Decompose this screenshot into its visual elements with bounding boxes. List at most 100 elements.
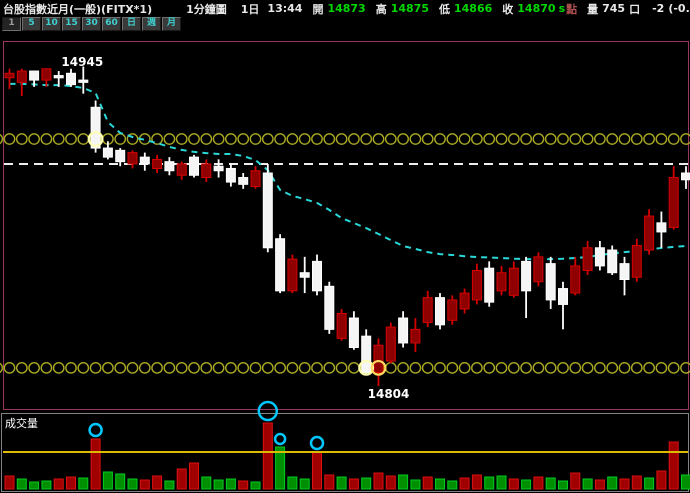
period-button-月[interactable]: 月 [162, 17, 181, 31]
period-button-30[interactable]: 30 [82, 17, 101, 31]
lower-band-circle [65, 361, 77, 374]
lower-band-circle [323, 361, 336, 374]
candle-body [533, 256, 544, 283]
volume-bar [250, 481, 261, 490]
volume-bar [668, 441, 679, 490]
volume-spike-circle [88, 422, 103, 438]
candle-body [373, 344, 384, 373]
upper-band-circle [0, 133, 4, 145]
candle-body [152, 158, 163, 169]
lower-band-circle [667, 361, 680, 374]
upper-band-circle [397, 133, 409, 145]
volume-bar [336, 476, 347, 490]
volume-bar [558, 480, 568, 490]
upper-band-circle [495, 133, 508, 145]
upper-band-circle [581, 133, 594, 145]
candle-body [521, 260, 532, 292]
volume-bar [238, 480, 249, 490]
lower-band-circle [3, 361, 16, 374]
upper-band-circle [311, 133, 323, 145]
candle-body [619, 263, 630, 281]
upper-band-circle [175, 133, 188, 145]
volume-bar [459, 477, 470, 490]
upper-band-signal-circle [87, 131, 104, 147]
volume-bar [127, 478, 138, 490]
upper-band-circle [360, 133, 373, 145]
candle-body [238, 177, 249, 185]
lower-band-circle [274, 361, 286, 374]
period-toolbar: 1 5 10 15 30 60 日週月 [0, 17, 690, 32]
volume-bar [139, 479, 150, 490]
period-button-週[interactable]: 週 [142, 17, 161, 31]
lower-band-circle [212, 361, 225, 374]
lower-band-circle [397, 361, 409, 374]
lower-band-circle [630, 361, 643, 374]
low-value: 14866 [454, 2, 493, 15]
upper-band-circle [507, 133, 520, 145]
upper-band-circle [52, 133, 65, 145]
period-button-日[interactable]: 日 [122, 17, 141, 31]
volume-bar [299, 478, 310, 490]
low-label: 低 [439, 2, 450, 16]
upper-band-circle [606, 133, 619, 145]
candle-body [422, 297, 433, 324]
lower-band-circle [163, 361, 176, 374]
volume-bar [348, 478, 359, 490]
lower-band-circle [249, 361, 262, 374]
candle-body [29, 70, 40, 81]
point-label: 點 [566, 2, 578, 16]
candle-body [484, 267, 495, 303]
volume-bar [447, 480, 458, 490]
candle-body [385, 326, 396, 362]
volume-bar [53, 478, 64, 490]
lower-band-circle [680, 361, 690, 374]
volume-bar [656, 470, 667, 490]
volume-bar [496, 475, 507, 490]
candle-body [656, 222, 667, 233]
candle-body [324, 285, 335, 330]
upper-band-circle [237, 133, 250, 145]
candle-body [53, 75, 64, 79]
period-button-15[interactable]: 15 [62, 17, 81, 31]
candle-body [644, 215, 655, 251]
info-bar: 台股指數近月(一般)(FITX*1) 1分鐘圖 1日 13:44 開 14873… [0, 0, 690, 17]
upper-band-circle [298, 133, 311, 145]
upper-band-circle [470, 133, 483, 145]
candle-body [668, 177, 679, 228]
lower-band-circle [594, 361, 606, 374]
lower-band-circle [483, 361, 496, 374]
volume-bar [582, 478, 593, 490]
period-button-1[interactable]: 1 [2, 17, 21, 31]
upper-band-circle [434, 133, 446, 145]
candle-body [225, 167, 236, 183]
lower-band-signal-circle [370, 359, 387, 376]
upper-band-circle [421, 133, 434, 145]
volume-bar [410, 479, 421, 490]
upper-band-circle [224, 133, 237, 145]
period-button-5[interactable]: 5 [22, 17, 41, 31]
volume-spike-circle [309, 435, 325, 451]
volume-bar [115, 473, 126, 490]
volume-bar [16, 478, 27, 490]
lower-band-circle [224, 361, 237, 374]
volume-bar [262, 422, 273, 490]
volume-bar [398, 474, 409, 490]
lower-band-circle [446, 361, 459, 374]
candle-body [336, 312, 347, 339]
upper-band-circle [372, 133, 385, 145]
candle-body [127, 152, 138, 165]
upper-band-circle [188, 133, 200, 145]
open-value: 14873 [327, 2, 366, 15]
period-button-10[interactable]: 10 [42, 17, 61, 31]
lower-band-circle [409, 361, 422, 374]
upper-band-circle [655, 133, 668, 145]
close-value: 14870 [517, 2, 556, 15]
candle-body [558, 288, 568, 305]
volume-bar [644, 477, 655, 490]
volume-bar [29, 481, 40, 490]
volume-bar [570, 472, 581, 490]
upper-band-circle [384, 133, 397, 145]
lower-band-circle [569, 361, 582, 374]
period-button-60[interactable]: 60 [102, 17, 121, 31]
